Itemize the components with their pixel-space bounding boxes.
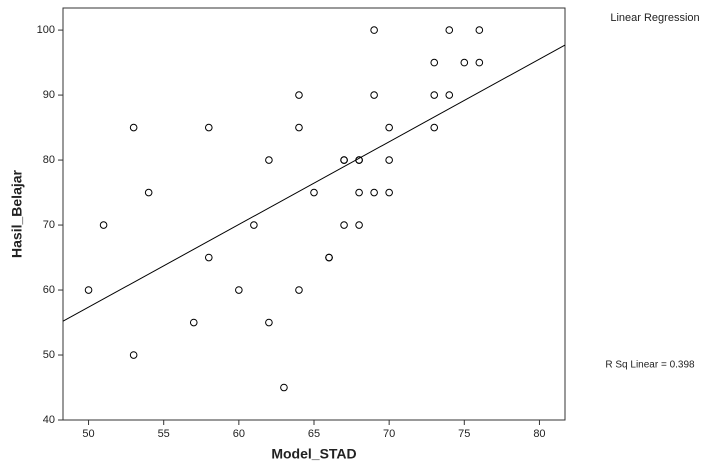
legend-label: Linear Regression: [610, 12, 699, 24]
x-tick-label: 65: [308, 428, 320, 440]
x-tick-label: 50: [82, 428, 94, 440]
r-squared: R Sq Linear = 0.398: [605, 360, 695, 371]
y-axis-title: Hasil_Belajar: [9, 169, 25, 257]
plot-area: [63, 8, 565, 420]
x-tick-label: 75: [458, 428, 470, 440]
chart: Linear Regression R Sq Linear = 0.398 Mo…: [0, 0, 722, 464]
x-tick-label: 80: [533, 428, 545, 440]
x-axis-title: Model_STAD: [271, 446, 356, 462]
y-tick-label: 50: [43, 349, 55, 361]
y-tick-label: 60: [43, 284, 55, 296]
y-tick-label: 70: [43, 219, 55, 231]
y-tick-label: 80: [43, 154, 55, 166]
x-tick-label: 60: [233, 428, 245, 440]
y-tick-label: 100: [37, 24, 55, 36]
y-tick-label: 90: [43, 89, 55, 101]
x-tick-label: 70: [383, 428, 395, 440]
x-tick-label: 55: [158, 428, 170, 440]
y-tick-label: 40: [43, 414, 55, 426]
